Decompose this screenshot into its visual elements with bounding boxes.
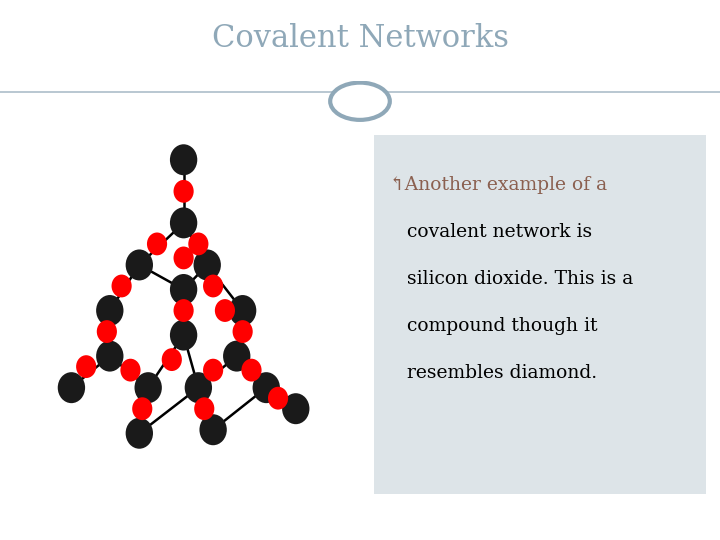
Circle shape — [215, 299, 235, 322]
Circle shape — [282, 393, 310, 424]
Bar — [374, 135, 706, 494]
Circle shape — [223, 341, 251, 372]
Circle shape — [253, 372, 280, 403]
Circle shape — [162, 348, 182, 371]
Circle shape — [330, 83, 390, 120]
Circle shape — [174, 180, 194, 202]
Circle shape — [147, 233, 167, 255]
Circle shape — [76, 355, 96, 378]
Circle shape — [189, 233, 209, 255]
Text: covalent network is: covalent network is — [389, 223, 592, 241]
Circle shape — [174, 299, 194, 322]
Circle shape — [170, 274, 197, 305]
Circle shape — [125, 418, 153, 449]
Circle shape — [135, 372, 162, 403]
Circle shape — [96, 341, 124, 372]
Circle shape — [194, 249, 221, 280]
Circle shape — [184, 372, 212, 403]
Bar — [36, 135, 331, 486]
Circle shape — [96, 295, 124, 326]
Text: silicon dioxide. This is a: silicon dioxide. This is a — [389, 270, 633, 288]
Text: resembles diamond.: resembles diamond. — [389, 363, 597, 382]
Circle shape — [170, 320, 197, 350]
Circle shape — [174, 247, 194, 269]
Text: compound though it: compound though it — [389, 316, 598, 335]
Circle shape — [170, 207, 197, 238]
Circle shape — [132, 397, 153, 420]
Circle shape — [96, 320, 117, 343]
Circle shape — [203, 274, 223, 298]
Circle shape — [229, 295, 256, 326]
Circle shape — [125, 249, 153, 280]
Circle shape — [241, 359, 261, 382]
Circle shape — [58, 372, 85, 403]
Text: Covalent Networks: Covalent Networks — [212, 23, 508, 55]
Circle shape — [233, 320, 253, 343]
Circle shape — [268, 387, 288, 410]
Circle shape — [120, 359, 140, 382]
Circle shape — [194, 397, 215, 420]
Text: ↰Another example of a: ↰Another example of a — [389, 176, 607, 194]
Circle shape — [203, 359, 223, 382]
Circle shape — [199, 414, 227, 446]
Circle shape — [112, 274, 132, 298]
Circle shape — [170, 144, 197, 176]
